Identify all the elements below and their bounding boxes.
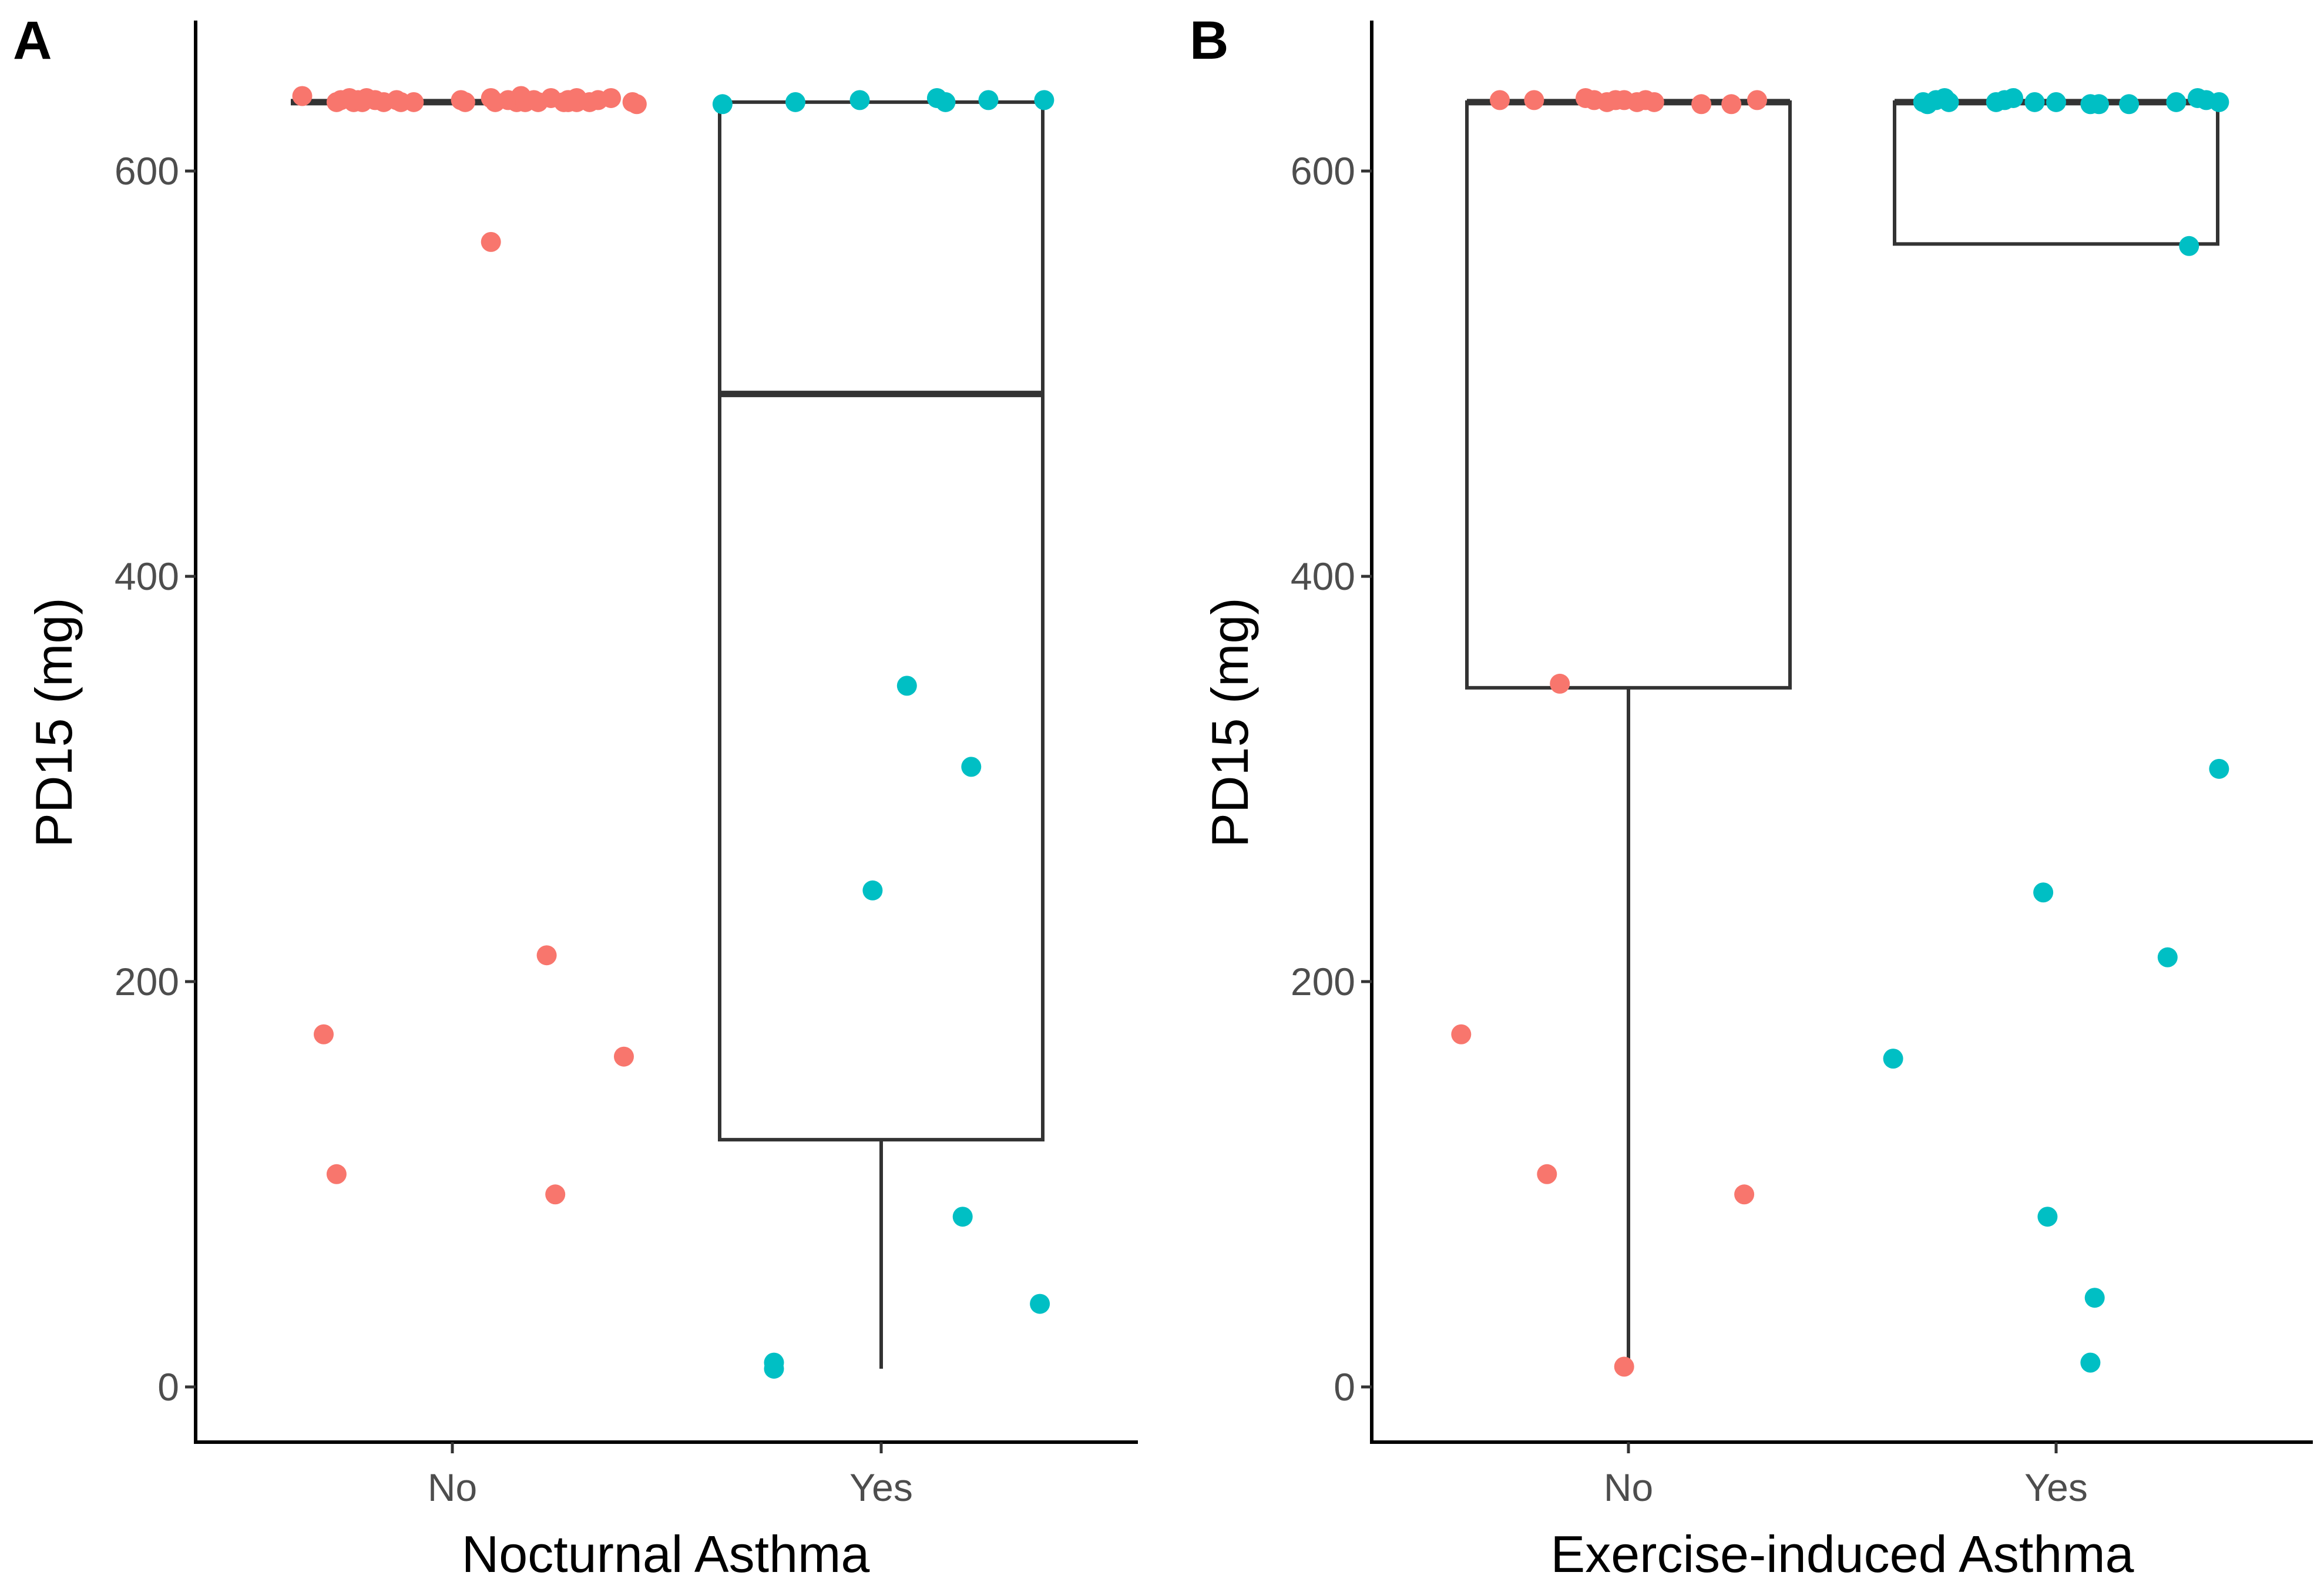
- data-points: [1451, 88, 2229, 1377]
- y-tick-label: 200: [115, 960, 179, 1003]
- data-point-yes: [2024, 92, 2045, 112]
- data-point-yes: [785, 92, 805, 112]
- data-point-no: [1691, 94, 1712, 115]
- panel-label: B: [1190, 11, 1228, 70]
- y-axis-title: PD15 (mg): [1201, 597, 1259, 847]
- y-tick-label: 400: [1291, 555, 1355, 598]
- boxplot-yes: [718, 100, 1045, 1369]
- data-point-yes: [2119, 94, 2140, 115]
- data-point-no: [1614, 1356, 1634, 1377]
- data-point-yes: [935, 92, 956, 112]
- data-point-no: [545, 1184, 566, 1205]
- data-point-no: [292, 86, 313, 106]
- x-tick-label: Yes: [2024, 1466, 2088, 1509]
- data-point-yes: [2003, 88, 2023, 108]
- boxplots: [291, 99, 1045, 1369]
- data-point-no: [614, 1046, 634, 1067]
- box-body: [1465, 100, 1792, 690]
- data-point-yes: [2046, 92, 2066, 112]
- y-axis-title: PD15 (mg): [25, 597, 83, 847]
- data-point-no: [1644, 92, 1664, 112]
- x-tick-label: Yes: [849, 1466, 913, 1509]
- data-point-yes: [952, 1207, 973, 1227]
- data-point-no: [626, 94, 647, 115]
- data-point-no: [1537, 1164, 1557, 1184]
- x-tick-label: No: [1604, 1466, 1653, 1509]
- panel-label: A: [13, 11, 52, 70]
- data-point-no: [1721, 94, 1742, 115]
- data-point-yes: [2179, 236, 2199, 256]
- data-point-yes: [2084, 1288, 2105, 1308]
- x-ticks: No Yes: [1604, 1442, 2088, 1509]
- data-point-no: [1490, 90, 1510, 110]
- data-point-no: [1451, 1024, 1472, 1044]
- data-point-yes: [849, 90, 870, 110]
- data-point-yes: [2157, 947, 2178, 967]
- y-tick-label: 0: [157, 1365, 179, 1409]
- data-point-yes: [1939, 92, 1959, 112]
- data-point-no: [1734, 1184, 1755, 1205]
- data-point-yes: [2209, 758, 2229, 779]
- y-tick-label: 400: [115, 555, 179, 598]
- x-axis-title: Exercise-induced Asthma: [1551, 1525, 2134, 1583]
- boxplot-no: [1465, 99, 1792, 1369]
- y-tick-label: 600: [1291, 149, 1355, 193]
- data-point-yes: [712, 94, 733, 115]
- data-point-yes: [2166, 92, 2187, 112]
- data-point-no: [1747, 90, 1767, 110]
- data-point-yes: [764, 1358, 784, 1379]
- box-body: [718, 100, 1045, 1142]
- y-tick-label: 0: [1334, 1365, 1355, 1409]
- data-point-no: [536, 945, 557, 966]
- data-point-yes: [1883, 1049, 1903, 1069]
- boxplot-yes: [1893, 99, 2219, 246]
- data-point-no: [455, 92, 475, 112]
- data-points: [292, 86, 1054, 1379]
- data-point-no: [326, 1164, 347, 1184]
- y-ticks: 0 200 400 600: [115, 149, 196, 1409]
- data-point-no: [481, 231, 501, 252]
- x-ticks: No Yes: [428, 1442, 913, 1509]
- boxplots: [1465, 99, 2219, 1369]
- data-point-yes: [2037, 1207, 2058, 1227]
- data-point-yes: [961, 757, 982, 777]
- data-point-no: [1524, 90, 1544, 110]
- data-point-no: [601, 88, 622, 108]
- box-body: [1893, 100, 2219, 246]
- x-axis-title: Nocturnal Asthma: [462, 1525, 870, 1583]
- data-point-yes: [2080, 1352, 2101, 1373]
- panel-b: B PD15 (mg) Exercise-induced Asthma 0 200…: [1190, 11, 2313, 1583]
- y-ticks: 0 200 400 600: [1291, 149, 1372, 1409]
- data-point-no: [404, 92, 424, 112]
- data-point-yes: [896, 676, 917, 696]
- data-point-yes: [2033, 882, 2054, 903]
- data-point-yes: [2209, 92, 2229, 112]
- data-point-yes: [1034, 90, 1054, 110]
- data-point-yes: [862, 880, 883, 901]
- data-point-yes: [2089, 94, 2109, 115]
- y-tick-label: 200: [1291, 960, 1355, 1003]
- y-tick-label: 600: [115, 149, 179, 193]
- data-point-no: [314, 1024, 334, 1044]
- data-point-no: [1550, 673, 1570, 694]
- x-tick-label: No: [428, 1466, 477, 1509]
- panel-a: A PD15 (mg) Nocturnal Asthma 0200400600 …: [13, 11, 1138, 1583]
- data-point-yes: [1030, 1294, 1050, 1314]
- data-point-yes: [978, 90, 999, 110]
